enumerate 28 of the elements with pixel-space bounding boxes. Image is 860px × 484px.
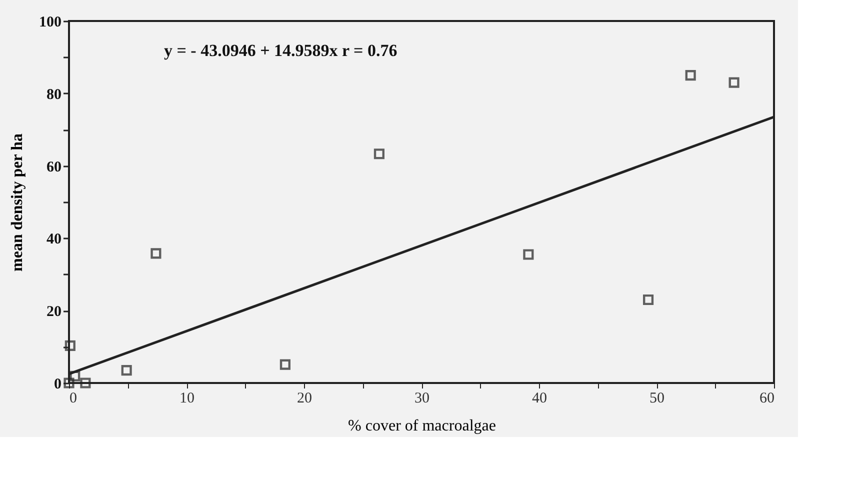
y-tick-label: 0 [54,376,62,392]
y-tick-label: 60 [46,159,62,176]
x-tick-label: 0 [70,390,77,406]
x-tick-label: 40 [532,390,547,406]
y-tick-label: 40 [46,232,62,248]
y-tick-label: 20 [46,304,62,320]
annotation: y = - 43.0946 + 14.9589x r = 0.76 [164,41,398,60]
x-tick-label: 60 [760,390,774,406]
point [374,148,384,160]
point [280,359,290,370]
x-tick-label: 20 [297,390,312,406]
point [685,70,696,81]
x-tick-label: 10 [180,390,194,406]
y-tick-label: 80 [46,86,62,103]
point [642,294,654,306]
point [80,378,91,388]
y-tick-label: 100 [39,14,62,30]
point [523,249,534,260]
x-tick-label: 30 [414,390,430,406]
x-tick-label: 50 [650,390,664,406]
point [70,370,80,382]
point [121,365,132,376]
y-axis-title: mean density per ha [9,134,26,272]
point [64,340,76,351]
point [64,378,74,388]
x-axis-title: % cover of macroalgae [348,418,496,434]
point [150,248,162,259]
point [728,77,740,88]
